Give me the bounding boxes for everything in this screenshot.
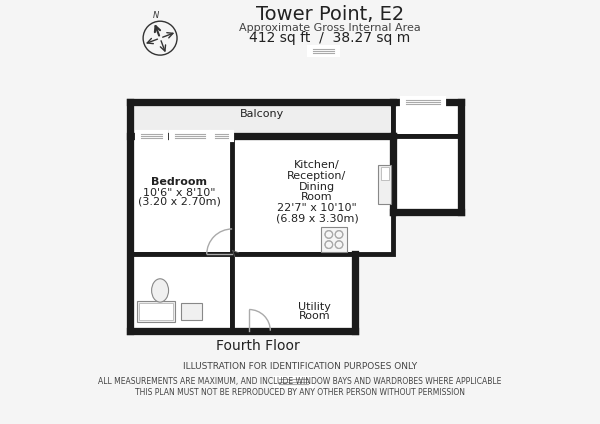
Bar <box>130 254 232 331</box>
Text: (3.20 x 2.70m): (3.20 x 2.70m) <box>138 196 221 206</box>
Text: Approximate Gross Internal Area: Approximate Gross Internal Area <box>239 22 421 33</box>
Text: Kitchen/: Kitchen/ <box>294 160 340 170</box>
Bar <box>321 227 347 252</box>
Text: (6.89 x 3.30m): (6.89 x 3.30m) <box>275 213 358 223</box>
Text: Fourth Floor: Fourth Floor <box>216 338 299 353</box>
Bar <box>232 254 355 331</box>
Bar <box>130 136 393 254</box>
Text: 412 sq ft  /  38.27 sq m: 412 sq ft / 38.27 sq m <box>249 31 410 45</box>
Ellipse shape <box>152 279 169 302</box>
Bar <box>379 165 391 204</box>
Text: Tower Point, E2: Tower Point, E2 <box>256 6 404 24</box>
Bar <box>393 102 461 136</box>
Text: N: N <box>152 11 158 20</box>
Text: ILLUSTRATION FOR IDENTIFICATION PURPOSES ONLY: ILLUSTRATION FOR IDENTIFICATION PURPOSES… <box>183 362 417 371</box>
Text: Utility: Utility <box>298 302 331 312</box>
Bar <box>139 303 173 320</box>
Text: Reception/: Reception/ <box>287 171 347 181</box>
Bar <box>393 136 461 212</box>
Text: Room: Room <box>299 311 331 321</box>
Text: Room: Room <box>301 192 333 202</box>
Text: THIS PLAN MUST NOT BE REPRODUCED BY ANY OTHER PERSON WITHOUT PERMISSION: THIS PLAN MUST NOT BE REPRODUCED BY ANY … <box>135 388 465 397</box>
Bar <box>380 167 389 180</box>
Text: Balcony: Balcony <box>240 109 284 120</box>
Text: Bedroom: Bedroom <box>151 177 207 187</box>
Text: ALL MEASUREMENTS ARE MAXIMUM, AND INCLUDE WINDOW BAYS AND WARDROBES WHERE APPLIC: ALL MEASUREMENTS ARE MAXIMUM, AND INCLUD… <box>98 377 502 386</box>
Bar <box>181 303 202 320</box>
Text: 22'7" x 10'10": 22'7" x 10'10" <box>277 203 357 213</box>
Text: Dining: Dining <box>299 181 335 192</box>
Bar <box>130 102 393 136</box>
Bar <box>137 301 175 322</box>
Text: 10'6" x 8'10": 10'6" x 8'10" <box>143 188 215 198</box>
